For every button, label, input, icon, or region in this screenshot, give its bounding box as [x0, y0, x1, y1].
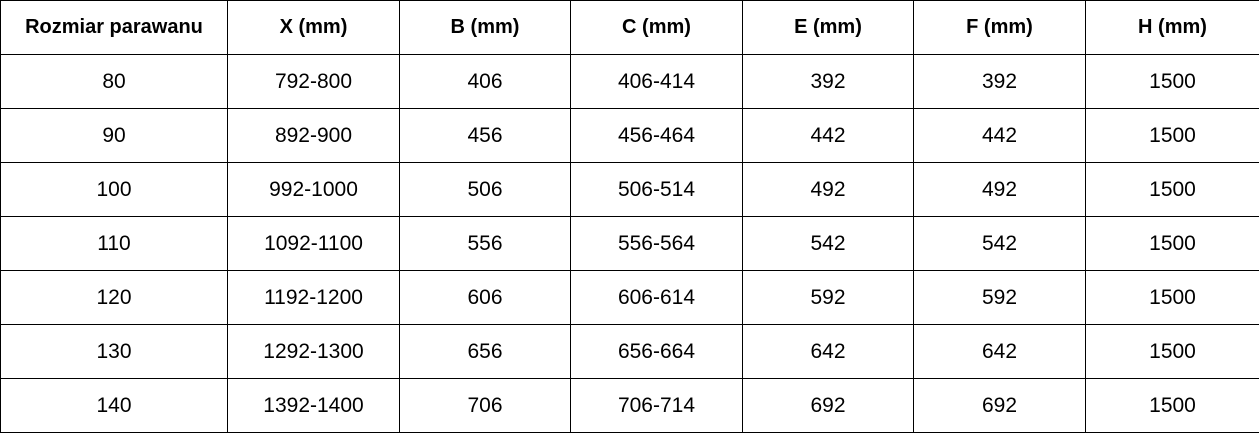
table-cell: 90	[0, 108, 228, 163]
table-cell: 492	[913, 162, 1086, 217]
table-cell: 506	[399, 162, 571, 217]
table-cell: 892-900	[227, 108, 400, 163]
table-cell: 456	[399, 108, 571, 163]
table-cell: 1500	[1085, 378, 1259, 433]
table-row: 90 892-900 456 456-464 442 442 1500	[0, 108, 1259, 163]
table-cell: 120	[0, 270, 228, 325]
column-header: X (mm)	[227, 0, 400, 55]
table-cell: 100	[0, 162, 228, 217]
table-cell: 1192-1200	[227, 270, 400, 325]
table-cell: 506-514	[570, 162, 743, 217]
table-cell: 1292-1300	[227, 324, 400, 379]
table-row: 80 792-800 406 406-414 392 392 1500	[0, 54, 1259, 109]
table-cell: 392	[742, 54, 914, 109]
column-header: H (mm)	[1085, 0, 1259, 55]
table-cell: 442	[742, 108, 914, 163]
table-cell: 406-414	[570, 54, 743, 109]
table-cell: 692	[742, 378, 914, 433]
table-cell: 592	[913, 270, 1086, 325]
table-cell: 706	[399, 378, 571, 433]
column-header: E (mm)	[742, 0, 914, 55]
table-cell: 130	[0, 324, 228, 379]
table-row: 100 992-1000 506 506-514 492 492 1500	[0, 162, 1259, 217]
table-cell: 406	[399, 54, 571, 109]
table-row: 110 1092-1100 556 556-564 542 542 1500	[0, 216, 1259, 271]
table-row: 130 1292-1300 656 656-664 642 642 1500	[0, 324, 1259, 379]
table-cell: 792-800	[227, 54, 400, 109]
column-header: F (mm)	[913, 0, 1086, 55]
table-cell: 1500	[1085, 162, 1259, 217]
table-cell: 542	[742, 216, 914, 271]
table-cell: 592	[742, 270, 914, 325]
table-cell: 442	[913, 108, 1086, 163]
table-cell: 1500	[1085, 108, 1259, 163]
table-cell: 642	[913, 324, 1086, 379]
header-row: Rozmiar parawanu X (mm) B (mm) C (mm) E (mm)…	[0, 0, 1259, 55]
table-cell: 706-714	[570, 378, 743, 433]
table-cell: 110	[0, 216, 228, 271]
table-cell: 1392-1400	[227, 378, 400, 433]
table-cell: 492	[742, 162, 914, 217]
table-row: 140 1392-1400 706 706-714 692 692 1500	[0, 378, 1259, 433]
table-cell: 656-664	[570, 324, 743, 379]
table-row: 120 1192-1200 606 606-614 592 592 1500	[0, 270, 1259, 325]
table-cell: 456-464	[570, 108, 743, 163]
table-cell: 606	[399, 270, 571, 325]
table-cell: 992-1000	[227, 162, 400, 217]
table-cell: 140	[0, 378, 228, 433]
table-cell: 1500	[1085, 270, 1259, 325]
table-cell: 556	[399, 216, 571, 271]
column-header: C (mm)	[570, 0, 743, 55]
table-cell: 606-614	[570, 270, 743, 325]
table-cell: 656	[399, 324, 571, 379]
table-cell: 80	[0, 54, 228, 109]
column-header: Rozmiar parawanu	[0, 0, 228, 55]
table-cell: 642	[742, 324, 914, 379]
table-cell: 392	[913, 54, 1086, 109]
table-cell: 542	[913, 216, 1086, 271]
column-header: B (mm)	[399, 0, 571, 55]
table-cell: 1500	[1085, 324, 1259, 379]
table-cell: 1500	[1085, 54, 1259, 109]
table-cell: 1500	[1085, 216, 1259, 271]
table-cell: 692	[913, 378, 1086, 433]
table-cell: 1092-1100	[227, 216, 400, 271]
table-cell: 556-564	[570, 216, 743, 271]
